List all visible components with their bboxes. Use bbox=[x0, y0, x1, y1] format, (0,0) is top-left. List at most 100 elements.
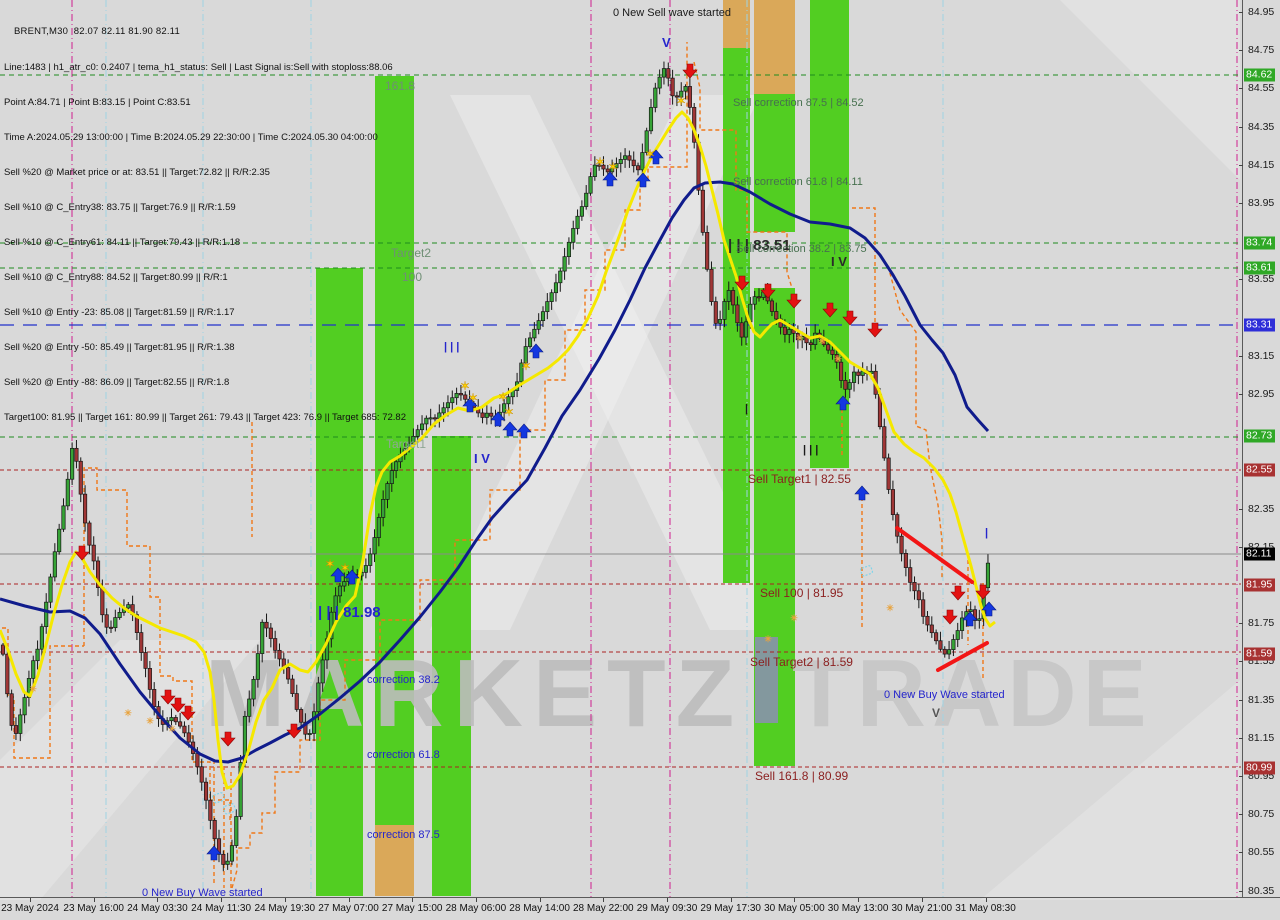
buy-arrow-icon bbox=[206, 845, 222, 861]
candle-bull bbox=[234, 816, 239, 846]
price-axis-tick bbox=[1239, 890, 1243, 892]
sell-arrow-icon bbox=[842, 310, 858, 326]
entry-cross-icon: ✳ bbox=[764, 634, 772, 644]
candle-bull bbox=[368, 553, 373, 566]
candle-bear bbox=[674, 95, 679, 98]
candle-bull bbox=[653, 87, 658, 108]
candle-bull bbox=[985, 562, 991, 589]
sell-arrow-icon bbox=[170, 697, 186, 713]
candle-bear bbox=[756, 296, 762, 299]
candle-bear bbox=[631, 159, 636, 167]
chart-annotation: Sell 100 | 81.95 bbox=[760, 586, 844, 600]
chart-annotation: 0 New Buy Wave started bbox=[884, 689, 1005, 701]
candle-bear bbox=[0, 644, 6, 655]
buy-arrow-icon bbox=[516, 423, 532, 439]
sell-arrow-icon bbox=[74, 545, 90, 561]
time-axis-tick bbox=[221, 898, 223, 902]
candle-bull bbox=[661, 68, 667, 78]
sell-arrow-icon bbox=[975, 584, 991, 600]
price-axis-label: 84.15 bbox=[1248, 158, 1275, 171]
entry-cross-icon: ✳ bbox=[29, 684, 37, 694]
candle-bull bbox=[588, 176, 593, 194]
buy-arrow-icon bbox=[981, 601, 997, 617]
price-axis-label: 81.35 bbox=[1248, 693, 1275, 706]
price-axis-label: 80.55 bbox=[1248, 846, 1275, 859]
green-zone[interactable] bbox=[432, 436, 471, 896]
price-axis-label: 83.15 bbox=[1248, 349, 1275, 362]
green-zone[interactable] bbox=[754, 94, 795, 232]
trend-line[interactable] bbox=[895, 526, 974, 584]
candle-bull bbox=[316, 682, 321, 713]
price-axis-tick bbox=[1239, 279, 1243, 281]
chart-annotation: Sell 161.8 | 80.99 bbox=[755, 769, 849, 783]
chart-annotation: Sell Target2 | 81.59 bbox=[750, 655, 853, 669]
time-axis-tick bbox=[157, 898, 159, 902]
buy-arrow-icon bbox=[344, 569, 360, 585]
candle-bull bbox=[800, 335, 805, 341]
background-logo-shape bbox=[980, 680, 1240, 900]
price-axis-tick bbox=[1239, 50, 1243, 52]
price-axis[interactable]: 84.95 84.75 84.55 84.35 84.15 83.95 83.55 83.15… bbox=[1239, 0, 1280, 897]
candle-bull bbox=[813, 332, 818, 345]
candle-bull bbox=[540, 311, 546, 321]
price-axis-label: 83.55 bbox=[1248, 273, 1275, 286]
time-axis-label: 29 May 09:30 bbox=[636, 903, 698, 914]
candle-bull bbox=[376, 517, 381, 538]
star-icon: ✶ bbox=[468, 391, 478, 405]
candle-bear bbox=[934, 632, 939, 642]
candle-bear bbox=[597, 164, 602, 167]
background-logo-shape bbox=[0, 640, 260, 900]
time-axis-tick bbox=[412, 898, 414, 902]
candle-bear bbox=[830, 349, 835, 355]
chart-annotation: Sell correction 87.5 | 84.52 bbox=[733, 97, 864, 109]
candle-bull bbox=[968, 609, 973, 612]
time-axis-tick bbox=[667, 898, 668, 902]
buy-arrow-icon bbox=[835, 395, 851, 411]
candle-bull bbox=[126, 604, 131, 609]
candle-bull bbox=[523, 346, 528, 364]
price-axis-label: 84.55 bbox=[1248, 82, 1275, 95]
candle-bear bbox=[627, 155, 632, 161]
candle-bear bbox=[273, 638, 278, 651]
time-axis-tick bbox=[858, 898, 860, 902]
candle-bull bbox=[977, 618, 982, 621]
price-axis-tick bbox=[1239, 203, 1243, 204]
price-axis-tick bbox=[1239, 394, 1243, 395]
green-zone[interactable] bbox=[810, 0, 849, 468]
orange-zone[interactable] bbox=[375, 825, 414, 896]
candle-bear bbox=[286, 667, 291, 680]
orange-zone[interactable] bbox=[754, 0, 795, 94]
time-axis-label: 23 May 2024 bbox=[1, 903, 59, 914]
wave-label: I V bbox=[831, 254, 847, 269]
chart-annotation: Target1 bbox=[386, 437, 426, 451]
candle-bear bbox=[139, 632, 144, 653]
star-icon: ✶ bbox=[340, 561, 350, 575]
time-axis-label: 27 May 07:00 bbox=[318, 903, 379, 914]
candle-bear bbox=[9, 693, 14, 726]
orange-zone[interactable] bbox=[723, 0, 750, 48]
time-axis[interactable]: 23 May 2024 23 May 16:00 24 May 03:30 24 Ma… bbox=[0, 897, 1280, 920]
price-axis-tick bbox=[1239, 88, 1243, 90]
candle-bear bbox=[886, 457, 891, 490]
candle-bear bbox=[739, 322, 744, 338]
buy-arrow-icon bbox=[502, 421, 518, 437]
candle-bear bbox=[795, 332, 800, 341]
candle-bear bbox=[890, 489, 895, 515]
price-axis-tick bbox=[1239, 737, 1243, 739]
candle-bull bbox=[959, 617, 965, 631]
trend-line[interactable] bbox=[936, 641, 989, 672]
candle-bear bbox=[173, 717, 178, 723]
time-axis-label: 28 May 22:00 bbox=[572, 903, 634, 914]
candle-bull bbox=[553, 282, 559, 294]
candle-bear bbox=[463, 394, 468, 400]
time-axis-label: 27 May 15:00 bbox=[381, 903, 443, 914]
candle-bear bbox=[78, 460, 83, 495]
hand-pointer-icon bbox=[222, 803, 237, 815]
price-axis-tick bbox=[1239, 814, 1243, 816]
time-axis-label: 30 May 21:00 bbox=[891, 903, 953, 914]
candle-bull bbox=[718, 319, 723, 324]
candle-bear bbox=[95, 560, 101, 588]
chart-annotation: Sell correction 61.8 | 84.11 bbox=[733, 176, 863, 188]
candle-bear bbox=[74, 447, 79, 462]
